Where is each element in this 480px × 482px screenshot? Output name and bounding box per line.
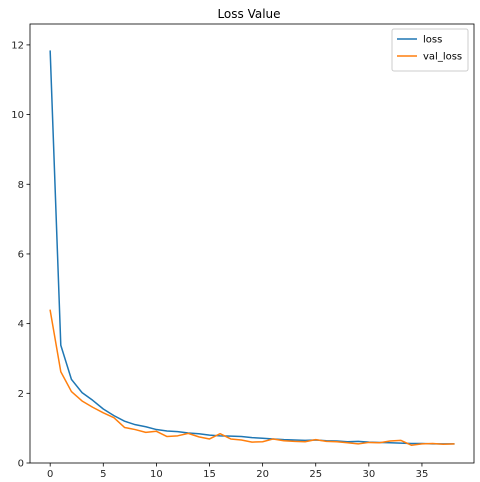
y-tick-label: 6: [18, 249, 24, 260]
y-tick-label: 0: [18, 459, 24, 470]
y-tick-label: 4: [18, 319, 24, 330]
x-tick-label: 35: [416, 469, 429, 480]
x-tick-label: 30: [362, 469, 375, 480]
plot-area: [29, 23, 475, 464]
legend-label-val-loss: val_loss: [423, 52, 462, 63]
y-tick-label: 12: [11, 40, 24, 51]
series-group: [49, 50, 455, 446]
x-axis: 0 5 10 15 20 25 30 35: [47, 463, 428, 480]
series-line-val-loss: [49, 309, 455, 446]
legend: loss val_loss: [391, 28, 469, 72]
y-tick-label: 8: [18, 180, 24, 191]
y-axis: 0 2 4 6 8 10 12: [11, 40, 30, 470]
legend-label-loss: loss: [423, 35, 442, 46]
axes-frame: [29, 23, 475, 464]
x-tick-label: 25: [309, 469, 322, 480]
chart-title: Loss Value: [217, 7, 280, 21]
x-tick-label: 15: [203, 469, 216, 480]
x-tick-label: 20: [256, 469, 269, 480]
x-tick-label: 5: [100, 469, 106, 480]
x-tick-label: 0: [47, 469, 53, 480]
y-tick-label: 2: [18, 389, 24, 400]
y-tick-label: 10: [11, 110, 24, 121]
series-line-loss: [49, 50, 455, 445]
x-tick-label: 10: [150, 469, 163, 480]
